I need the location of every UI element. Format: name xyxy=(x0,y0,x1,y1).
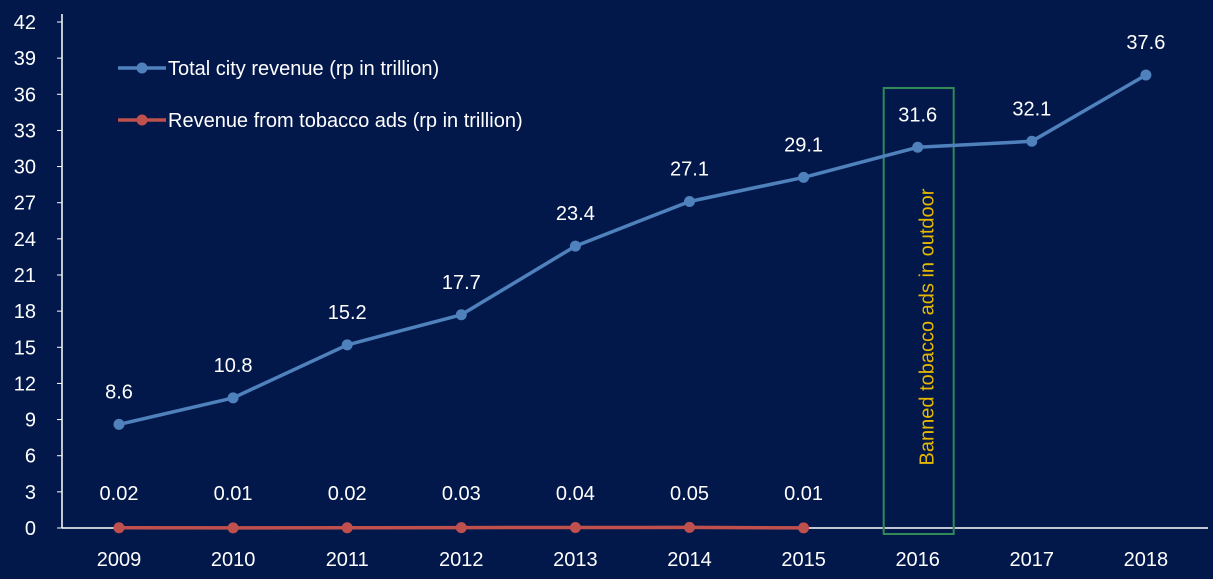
y-tick-label: 42 xyxy=(14,12,36,34)
y-tick-label: 3 xyxy=(25,482,36,504)
y-tick-label: 6 xyxy=(25,446,36,468)
data-label: 37.6 xyxy=(1126,32,1165,54)
data-point xyxy=(684,521,695,533)
annotation-text: Banned tobacco ads in outdoor xyxy=(917,188,939,465)
data-point xyxy=(912,141,924,153)
data-label: 0.01 xyxy=(214,483,253,505)
data-label: 0.03 xyxy=(442,483,481,505)
data-label: 0.04 xyxy=(556,483,595,505)
y-tick-label: 24 xyxy=(14,229,36,251)
y-tick-label: 27 xyxy=(14,193,36,215)
data-point xyxy=(113,522,125,534)
data-label: 31.6 xyxy=(898,104,937,126)
data-label: 27.1 xyxy=(670,159,709,181)
x-tick-label: 2018 xyxy=(1124,549,1169,571)
y-tick-label: 0 xyxy=(25,518,36,540)
x-tick-label: 2014 xyxy=(667,549,712,571)
data-point xyxy=(798,522,810,534)
data-label: 17.7 xyxy=(442,272,481,294)
data-label: 0.01 xyxy=(784,483,823,505)
data-label: 10.8 xyxy=(214,355,253,377)
data-label: 0.05 xyxy=(670,483,709,505)
legend-marker xyxy=(136,114,148,126)
y-tick-label: 18 xyxy=(14,301,36,323)
x-tick-label: 2017 xyxy=(1010,549,1055,571)
data-label: 8.6 xyxy=(105,381,133,403)
data-point xyxy=(341,522,353,534)
data-point xyxy=(684,196,695,208)
y-tick-label: 12 xyxy=(14,373,36,395)
x-tick-label: 2015 xyxy=(781,549,826,571)
data-label: 29.1 xyxy=(784,134,823,156)
y-tick-label: 9 xyxy=(25,410,36,432)
data-point xyxy=(341,339,353,351)
x-tick-label: 2010 xyxy=(211,549,256,571)
legend-label: Revenue from tobacco ads (rp in trillion… xyxy=(168,110,523,132)
legend-label: Total city revenue (rp in trillion) xyxy=(168,58,439,80)
data-point xyxy=(227,522,239,534)
x-tick-label: 2013 xyxy=(553,549,598,571)
data-label: 0.02 xyxy=(328,483,367,505)
y-tick-label: 21 xyxy=(14,265,36,287)
data-label: 32.1 xyxy=(1012,98,1051,120)
data-point xyxy=(798,171,810,183)
legend-marker xyxy=(136,62,148,74)
y-tick-label: 30 xyxy=(14,157,36,179)
x-tick-label: 2009 xyxy=(97,549,142,571)
data-label: 15.2 xyxy=(328,302,367,324)
annotation-box xyxy=(882,87,955,535)
x-tick-label: 2011 xyxy=(326,549,369,571)
data-point xyxy=(569,522,581,534)
series-line xyxy=(118,73,1147,427)
y-tick-label: 36 xyxy=(14,84,36,106)
data-point xyxy=(1026,135,1038,147)
y-tick-label: 33 xyxy=(14,120,36,142)
y-tick-label: 39 xyxy=(14,48,36,70)
data-point xyxy=(569,240,581,252)
data-point xyxy=(227,392,239,404)
data-label: 23.4 xyxy=(556,203,595,225)
data-point xyxy=(1140,69,1152,81)
x-tick-label: 2016 xyxy=(895,549,940,571)
y-tick-label: 15 xyxy=(14,337,36,359)
x-tick-label: 2012 xyxy=(439,549,484,571)
data-label: 0.02 xyxy=(100,483,139,505)
data-point xyxy=(455,309,467,321)
data-point xyxy=(113,418,125,430)
data-point xyxy=(455,522,467,534)
